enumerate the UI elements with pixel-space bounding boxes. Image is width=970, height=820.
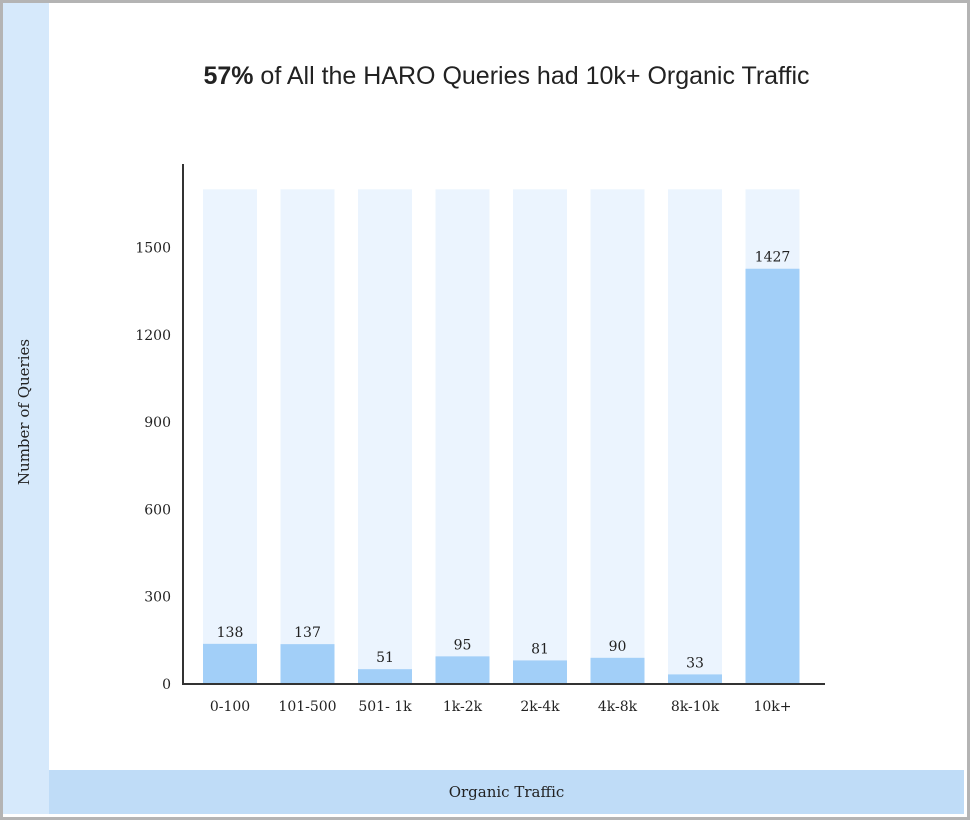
x-tick-label: 4k-8k	[598, 699, 638, 715]
data-label: 51	[376, 650, 394, 666]
data-label: 137	[294, 625, 321, 641]
bar	[435, 656, 490, 684]
bar-background	[280, 189, 335, 685]
bar	[668, 674, 722, 684]
y-tick-label: 1200	[135, 328, 171, 344]
data-label: 95	[454, 637, 472, 653]
y-tick-label: 0	[162, 677, 171, 693]
data-label: 90	[609, 639, 627, 655]
bar-background	[668, 189, 722, 685]
x-tick-label: 2k-4k	[520, 699, 560, 715]
bar-background	[435, 189, 490, 685]
data-label: 138	[217, 625, 244, 641]
x-tick-label: 0-100	[210, 699, 250, 715]
bar-background	[358, 189, 412, 685]
data-label: 33	[686, 655, 704, 671]
x-tick-label: 501- 1k	[358, 699, 412, 715]
bar	[590, 657, 645, 684]
chart-title-text: of All the HARO Queries had 10k+ Organic…	[253, 62, 810, 90]
x-tick-label: 10k+	[753, 699, 791, 715]
y-tick-label: 300	[144, 590, 171, 606]
x-tick-label: 101-500	[278, 699, 336, 715]
x-axis-label: Organic Traffic	[448, 783, 565, 801]
bar	[358, 669, 412, 684]
bar-background	[590, 189, 645, 685]
bar	[513, 660, 567, 684]
x-tick-label: 1k-2k	[443, 699, 483, 715]
x-tick-label: 8k-10k	[671, 699, 720, 715]
y-tick-label: 900	[144, 415, 171, 431]
bar-background	[203, 189, 257, 685]
chart-title: 57% of All the HARO Queries had 10k+ Org…	[49, 62, 964, 91]
bar-background	[513, 189, 567, 685]
bar	[745, 268, 800, 684]
chart-title-highlight: 57%	[203, 62, 254, 90]
data-label: 81	[531, 641, 549, 657]
data-label: 1427	[755, 250, 791, 266]
left-strip	[3, 3, 49, 814]
y-tick-label: 1500	[135, 241, 171, 257]
y-tick-label: 600	[144, 502, 171, 518]
bar	[280, 644, 335, 684]
bottom-strip	[49, 770, 964, 814]
bar	[203, 643, 257, 684]
